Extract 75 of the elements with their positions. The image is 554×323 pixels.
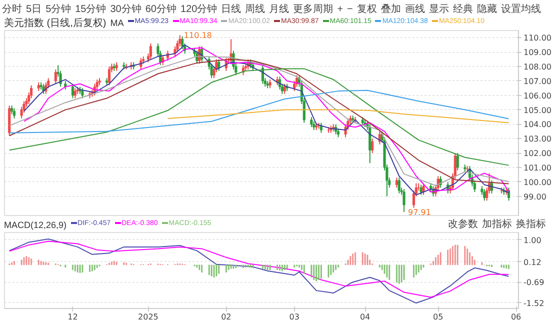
text: 15分钟 (75, 3, 106, 17)
text: 分时 (2, 3, 22, 17)
text: 画线 (404, 3, 425, 17)
y-tick-label: 106.00 (524, 91, 552, 100)
y-tick-label: -1.52 (524, 298, 544, 308)
candlestick (12, 108, 16, 119)
text: 经典 (452, 3, 473, 17)
candlestick (178, 34, 182, 47)
candlestick (420, 184, 422, 196)
y-tick-label: 110.00 (524, 34, 552, 43)
text: 换指标 (516, 218, 546, 232)
text: 更多周期 (293, 3, 334, 17)
x-tick-label: 2025 (138, 312, 158, 322)
candlestick (368, 124, 372, 164)
x-tick-label: 05 (433, 312, 444, 322)
x-tick-label: 06 (510, 312, 522, 322)
text: 显示 (428, 3, 449, 17)
candlestick (371, 138, 374, 154)
text: 日线 (221, 3, 242, 17)
text: 复权 (356, 3, 377, 17)
candlestick (108, 66, 111, 86)
legend-title: MACD(12,26,9) (4, 219, 67, 232)
x-tick-label: 02 (221, 312, 232, 322)
text: − (347, 3, 353, 17)
y-tick-label: -0.69 (524, 278, 544, 288)
text: 改参数 (448, 218, 478, 232)
candlestick (395, 177, 398, 188)
y-tick-label: 1.00 (524, 236, 542, 245)
text: 隐藏 (476, 3, 497, 17)
candlestick (490, 180, 493, 194)
y-tick-label: 105.00 (524, 106, 552, 115)
y-tick-label: 0.12 (524, 258, 542, 267)
text: 周线 (245, 3, 266, 17)
y-tick-label: 108.00 (524, 62, 552, 72)
candlestick (74, 88, 76, 99)
candlestick (54, 68, 57, 84)
line-series (8, 90, 510, 134)
x-tick-label: 12 (68, 312, 78, 322)
legend-title: MA (110, 17, 124, 30)
candlestick (181, 36, 184, 50)
y-tick-label: 102.00 (524, 149, 552, 158)
candlestick (402, 188, 406, 213)
text: 设置均线 (500, 3, 541, 17)
text: 月线 (269, 3, 290, 17)
text: 叠加 (380, 3, 401, 17)
chart-title: 美元指数 (日线,后复权) (4, 17, 106, 31)
y-tick-label: 109.00 (524, 48, 552, 58)
line-series (8, 68, 510, 166)
text: 120分钟 (180, 3, 218, 17)
candlestick (456, 152, 459, 171)
candlestick (81, 88, 84, 99)
y-tick-label: 100.00 (524, 178, 552, 187)
candlestick (398, 177, 400, 194)
x-tick-label: 04 (360, 312, 370, 322)
candlestick (483, 188, 486, 202)
candlestick (149, 42, 152, 60)
candlestick (71, 83, 74, 99)
y-tick-label: 104.00 (524, 120, 552, 130)
text: 5日 (26, 3, 42, 17)
candlestick (422, 182, 425, 196)
text: 加指标 (482, 218, 512, 232)
annotation: 110.18 (184, 31, 212, 40)
annotation: 97.91 (408, 208, 431, 218)
y-tick-label: 99.00 (524, 192, 546, 202)
text: 30分钟 (110, 3, 142, 17)
x-tick-label: 03 (289, 312, 300, 322)
candlestick (310, 116, 313, 128)
y-tick-label: 101.00 (524, 163, 552, 172)
y-tick-label: 103.00 (524, 134, 552, 144)
candlestick (283, 83, 286, 94)
text: 5分钟 (46, 3, 72, 17)
line-series (167, 109, 510, 124)
text: 60分钟 (145, 3, 176, 17)
y-tick-label: 107.00 (524, 76, 552, 86)
text: + (337, 3, 344, 17)
